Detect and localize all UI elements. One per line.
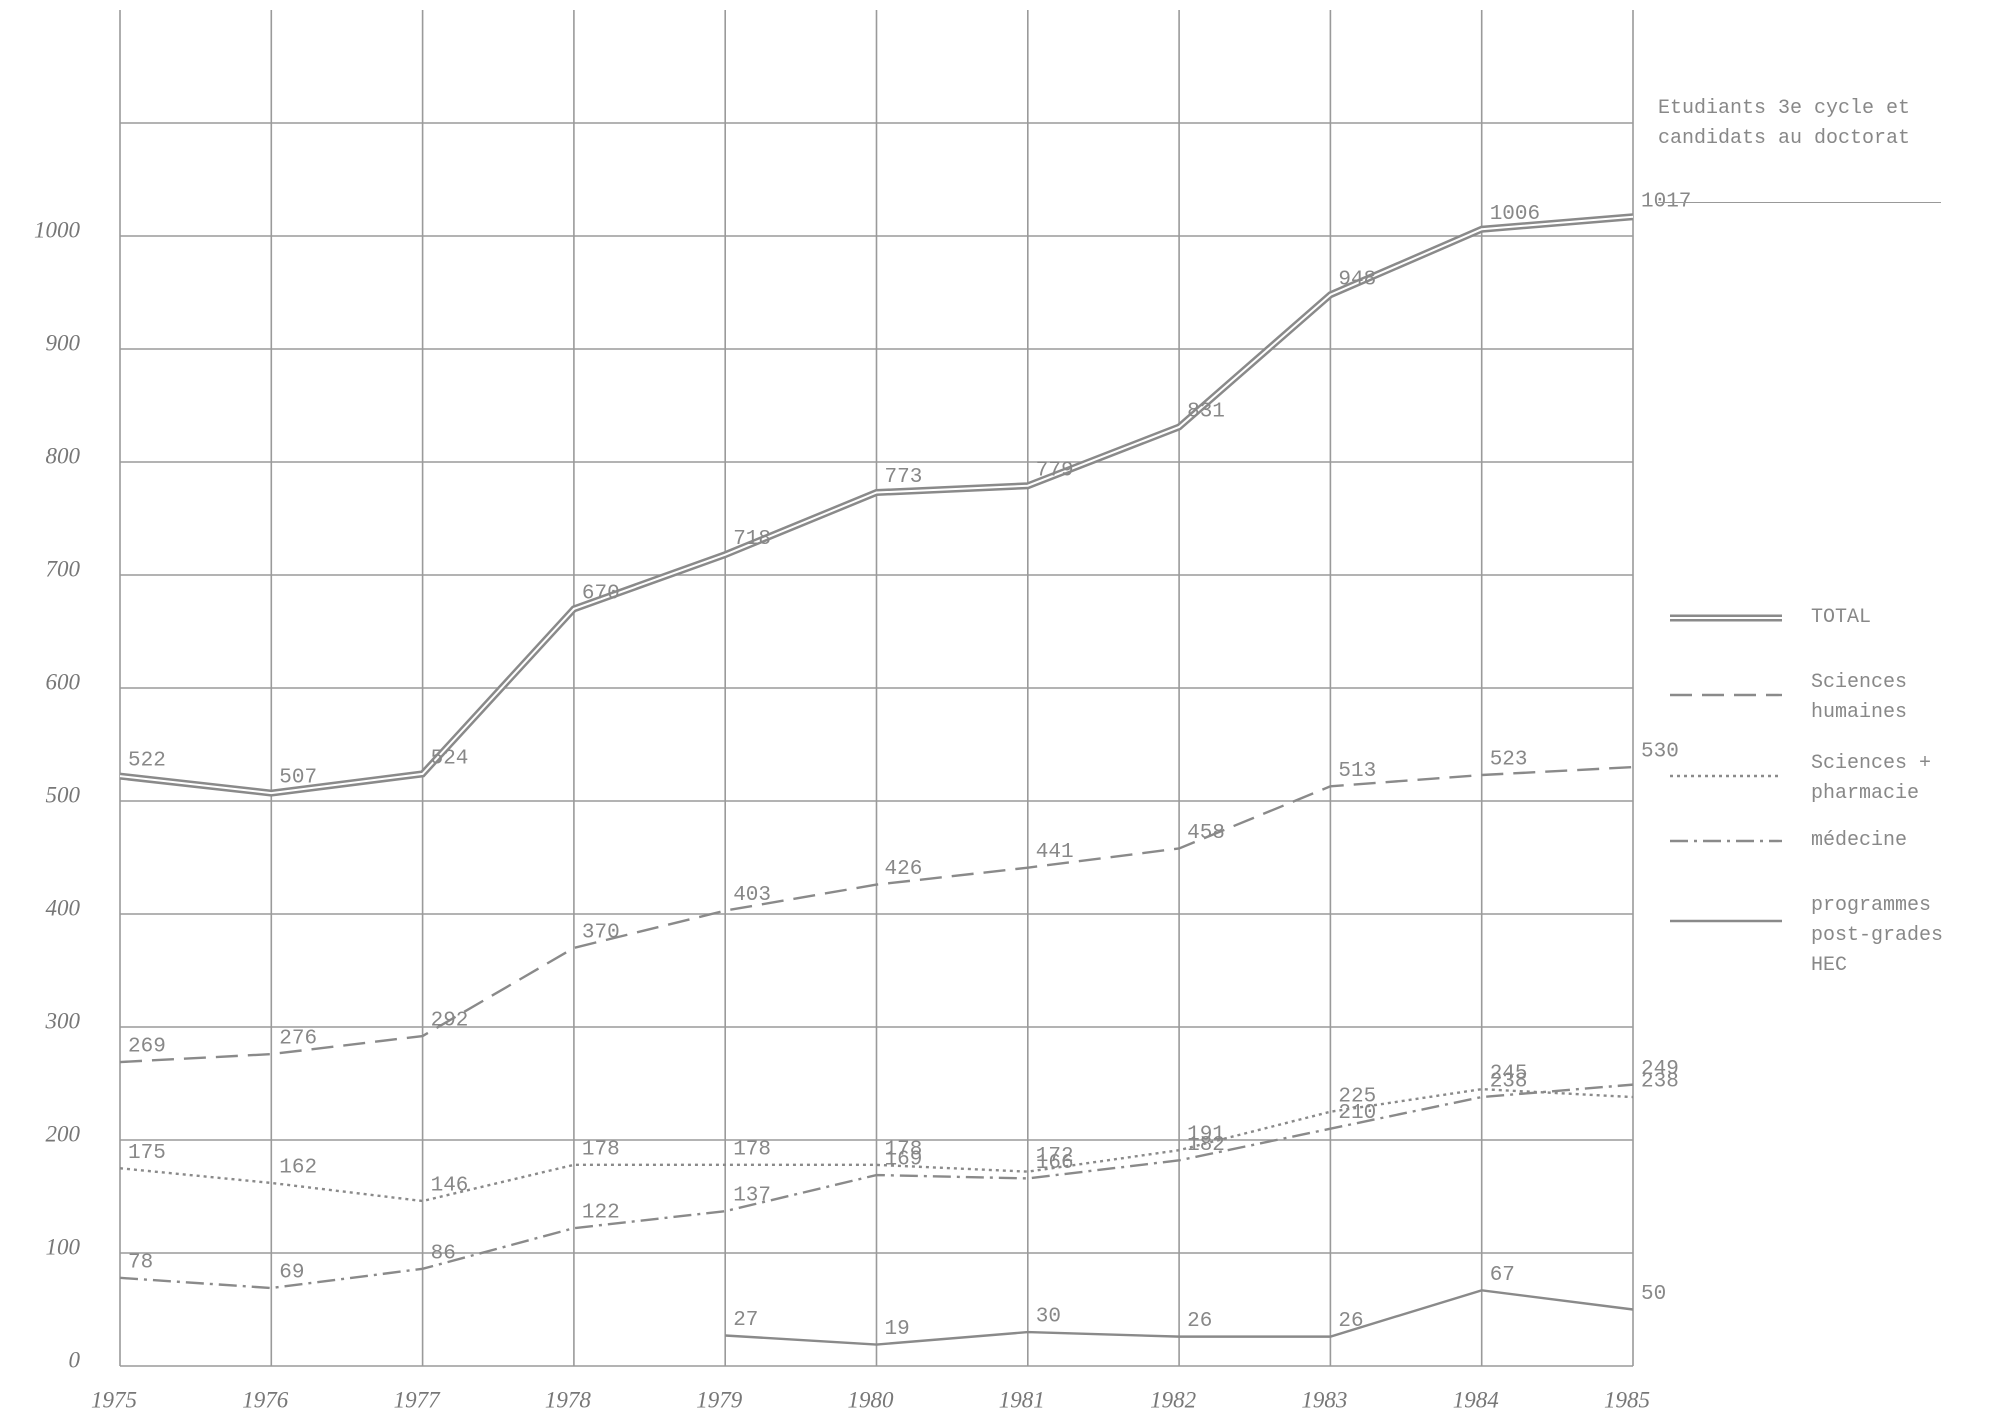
series-line (119, 1087, 1634, 1203)
series-line (119, 765, 1634, 1064)
data-label: 26 (1338, 1310, 1363, 1333)
y-tick-label: 300 (45, 1008, 81, 1033)
data-label: 441 (1036, 841, 1074, 864)
legend-label: TOTAL (1811, 606, 1872, 629)
data-label: 26 (1187, 1310, 1212, 1333)
legend-label: Sciences + pharmacie (1811, 752, 1932, 805)
data-label: 122 (582, 1202, 620, 1225)
data-label: 238 (1641, 1071, 1679, 1094)
x-tick-label: 1983 (1301, 1387, 1347, 1412)
y-tick-label: 500 (46, 782, 81, 807)
data-label: 530 (1641, 741, 1679, 764)
y-tick-label: 400 (46, 895, 81, 920)
data-label: 19 (885, 1318, 910, 1341)
data-label: 370 (582, 921, 620, 944)
data-label: 78 (128, 1251, 153, 1274)
data-label: 86 (431, 1242, 456, 1265)
data-label: 67 (1490, 1264, 1515, 1287)
data-label: 172 (1036, 1145, 1074, 1168)
legend-label: médecine (1811, 829, 1908, 852)
data-label: 292 (431, 1010, 469, 1033)
data-label: 458 (1187, 822, 1225, 845)
x-tick-label: 1984 (1453, 1387, 1499, 1412)
y-tick-label: 900 (46, 330, 81, 355)
data-label: 1017 (1641, 190, 1691, 213)
x-tick-label: 1985 (1604, 1387, 1650, 1412)
data-label: 137 (733, 1185, 771, 1208)
x-tick-label: 1981 (999, 1387, 1045, 1412)
series-line-inner (119, 215, 1634, 795)
data-label: 169 (885, 1149, 923, 1172)
x-tick-label: 1978 (545, 1387, 592, 1412)
data-label: 238 (1490, 1071, 1528, 1094)
data-label: 69 (279, 1262, 304, 1285)
data-label: 191 (1187, 1124, 1225, 1147)
y-tick-label: 600 (46, 669, 81, 694)
data-label: 426 (885, 858, 923, 881)
data-label: 524 (431, 747, 469, 770)
series-line (119, 1083, 1634, 1290)
data-label: 162 (279, 1156, 317, 1179)
data-label: 779 (1036, 459, 1074, 482)
legend-label: programmes post-grades HEC (1811, 894, 1944, 977)
data-label: 178 (733, 1138, 771, 1161)
data-label: 30 (1036, 1306, 1061, 1329)
data-label: 178 (885, 1138, 923, 1161)
data-label: 175 (128, 1142, 166, 1165)
data-label: 507 (279, 767, 317, 790)
data-label: 522 (128, 750, 166, 773)
legend-label: Sciences humaines (1811, 671, 1908, 724)
data-label: 249 (1641, 1058, 1679, 1081)
x-tick-label: 1975 (91, 1387, 137, 1412)
series-line (725, 1289, 1634, 1346)
data-label: 276 (279, 1028, 317, 1051)
data-label: 670 (582, 582, 620, 605)
data-label: 27 (733, 1309, 758, 1332)
legend-title: Etudiants 3e cycle et candidats au docto… (1658, 97, 1911, 150)
x-tick-label: 1980 (848, 1387, 895, 1412)
data-label: 773 (885, 466, 923, 489)
data-label: 182 (1187, 1134, 1225, 1157)
data-label: 718 (733, 528, 771, 551)
data-label: 50 (1641, 1283, 1666, 1306)
y-tick-label: 200 (46, 1121, 81, 1146)
data-label: 1006 (1490, 203, 1540, 226)
legend-title-rule (1658, 202, 1941, 203)
data-label: 245 (1490, 1063, 1528, 1086)
data-label: 210 (1338, 1102, 1376, 1125)
y-tick-label: 0 (69, 1347, 81, 1372)
y-tick-label: 800 (46, 443, 81, 468)
data-label: 403 (733, 884, 771, 907)
data-label: 523 (1490, 749, 1528, 772)
x-tick-label: 1976 (242, 1387, 289, 1412)
data-label: 269 (128, 1036, 166, 1059)
x-tick-label: 1977 (394, 1387, 442, 1412)
data-label: 166 (1036, 1152, 1074, 1175)
data-label: 178 (582, 1138, 620, 1161)
data-label: 948 (1338, 268, 1376, 291)
y-tick-label: 1000 (34, 217, 81, 242)
data-label: 146 (431, 1175, 469, 1198)
data-label: 225 (1338, 1085, 1376, 1108)
y-tick-label: 700 (46, 556, 81, 581)
data-label: 513 (1338, 760, 1376, 783)
x-tick-label: 1982 (1150, 1387, 1196, 1412)
x-tick-label: 1979 (696, 1387, 743, 1412)
y-tick-label: 100 (46, 1234, 81, 1259)
data-label: 831 (1187, 401, 1225, 424)
